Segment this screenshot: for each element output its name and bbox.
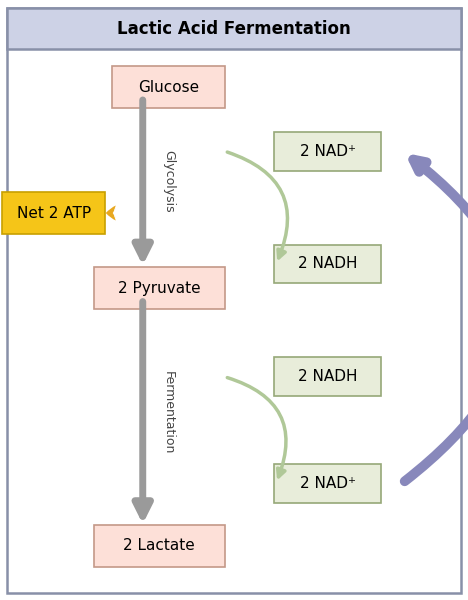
- Text: 2 NAD⁺: 2 NAD⁺: [300, 475, 356, 491]
- Text: 2 Pyruvate: 2 Pyruvate: [118, 280, 200, 295]
- FancyBboxPatch shape: [2, 192, 105, 234]
- FancyBboxPatch shape: [7, 8, 461, 49]
- FancyBboxPatch shape: [274, 357, 381, 396]
- FancyBboxPatch shape: [7, 8, 461, 593]
- Text: Glucose: Glucose: [138, 79, 199, 94]
- Text: Glycolysis: Glycolysis: [162, 151, 175, 213]
- FancyBboxPatch shape: [274, 245, 381, 283]
- FancyBboxPatch shape: [94, 525, 225, 567]
- Text: 2 Lactate: 2 Lactate: [123, 539, 195, 553]
- FancyBboxPatch shape: [274, 132, 381, 170]
- FancyBboxPatch shape: [94, 267, 225, 309]
- Text: Net 2 ATP: Net 2 ATP: [17, 205, 91, 220]
- Text: Lactic Acid Fermentation: Lactic Acid Fermentation: [117, 20, 351, 38]
- Text: 2 NAD⁺: 2 NAD⁺: [300, 143, 356, 158]
- Text: 2 NADH: 2 NADH: [298, 369, 358, 385]
- FancyArrowPatch shape: [405, 160, 468, 481]
- FancyBboxPatch shape: [274, 463, 381, 503]
- FancyBboxPatch shape: [112, 66, 225, 108]
- Text: 2 NADH: 2 NADH: [298, 256, 358, 271]
- FancyArrowPatch shape: [227, 377, 286, 477]
- Text: Fermentation: Fermentation: [162, 371, 175, 454]
- FancyArrowPatch shape: [227, 152, 287, 258]
